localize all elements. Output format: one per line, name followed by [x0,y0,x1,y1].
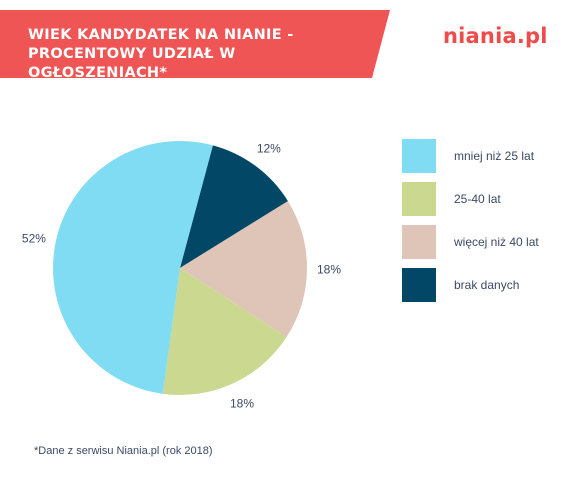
slice-value-label-1: 18% [230,396,254,410]
legend-swatch [402,225,436,259]
slice-value-label-3: 12% [257,141,281,155]
pie-slice-3 [180,145,288,268]
legend-swatch [402,182,436,216]
legend-label: 25-40 lat [454,192,501,206]
legend-label: więcej niż 40 lat [454,235,539,249]
pie-slice-0 [53,141,213,394]
title-banner: WIEK KANDYDATEK NA NIANIE - PROCENTOWY U… [0,10,390,81]
legend-swatch [402,268,436,302]
slice-value-label-0: 52% [22,232,46,246]
chart-title: WIEK KANDYDATEK NA NIANIE - PROCENTOWY U… [28,27,294,81]
niania-logo: niania.pl [443,24,548,48]
legend-label: mniej niż 25 lat [454,149,535,163]
footnote: *Dane z serwisu Niania.pl (rok 2018) [34,445,213,457]
banner-shape [0,10,390,78]
legend-swatch [402,139,436,173]
banner-background [0,10,390,78]
pie-slice-2 [180,201,307,338]
pie-slice-1 [162,268,287,395]
legend-label: brak danych [454,278,520,292]
slice-value-label-2: 18% [317,263,341,277]
